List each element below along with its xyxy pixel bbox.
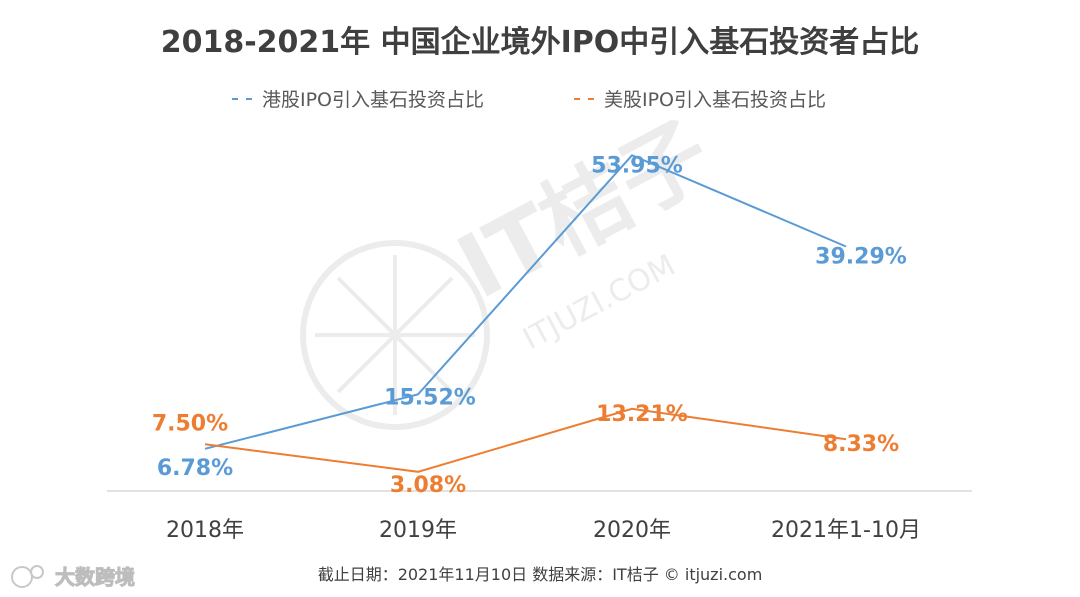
chart-title: 2018-2021年 中国企业境外IPO中引入基石投资者占比: [161, 25, 920, 60]
corner-watermark-text: 大数跨境: [55, 565, 135, 589]
x-axis-ticks: 2018年 2019年 2020年 2021年1-10月: [166, 518, 921, 543]
series-line: [204, 154, 847, 450]
data-labels: 6.78% 15.52% 53.95% 39.29% 7.50% 3.08% 13.21% 8…: [152, 153, 907, 498]
legend-entry: 港股IPO引入基石投资占比: [262, 89, 484, 111]
legend: 港股IPO引入基石投资占比 美股IPO引入基石投资占比: [232, 89, 826, 111]
series-line: [204, 407, 847, 473]
data-label: 6.78%: [157, 456, 233, 481]
data-label: 13.21%: [596, 402, 688, 427]
x-tick-label: 2018年: [166, 518, 244, 543]
data-label: 15.52%: [384, 385, 476, 410]
weibo-icon: [11, 566, 33, 588]
x-tick-label: 2020年: [593, 518, 671, 543]
x-tick-label: 2021年1-10月: [771, 518, 921, 543]
watermark-orange-icon: [300, 240, 490, 430]
data-label: 53.95%: [591, 153, 683, 178]
data-label: 8.33%: [823, 432, 899, 457]
watermark: IT桔子 ITJUZI.COM: [300, 101, 727, 430]
watermark-segments: [315, 255, 475, 415]
series-lines: [204, 154, 847, 473]
x-tick-label: 2019年: [379, 518, 457, 543]
data-label: 7.50%: [152, 411, 228, 436]
footer-source: 截止日期：2021年11月10日 数据来源：IT桔子 © itjuzi.com: [318, 565, 763, 584]
data-label: 3.08%: [390, 473, 466, 498]
legend-entry: 美股IPO引入基石投资占比: [604, 89, 826, 111]
weibo-icon-dot: [30, 565, 44, 579]
corner-watermark: 大数跨境: [11, 565, 136, 590]
data-label: 39.29%: [815, 245, 907, 270]
